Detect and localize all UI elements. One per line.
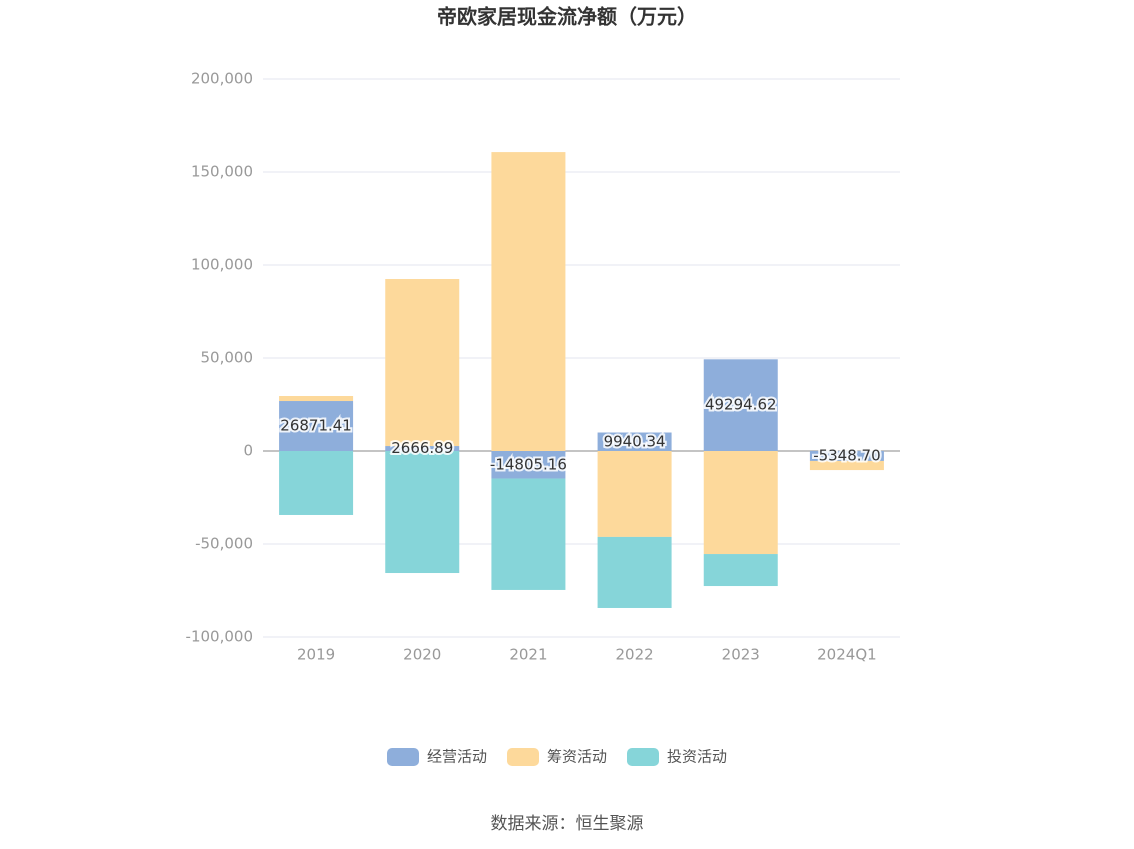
bar-segment [385, 446, 460, 451]
y-tick-label: -50,000 [195, 535, 253, 553]
legend-swatch [387, 748, 419, 766]
bar-segment [279, 401, 354, 451]
data-label: 49294.62 [705, 396, 777, 414]
bar-segment [809, 451, 884, 461]
legend-label: 经营活动 [427, 748, 487, 766]
legend-label: 筹资活动 [547, 748, 607, 766]
x-tick-label: 2020 [403, 646, 441, 664]
bar-segment [597, 432, 672, 451]
x-tick-label: 2021 [509, 646, 547, 664]
legend-swatch [627, 748, 659, 766]
y-tick-label: 200,000 [191, 70, 253, 88]
bar-segment [385, 279, 460, 447]
data-label: -14805.16 [490, 455, 567, 473]
data-label: 2666.89 [391, 439, 453, 457]
data-label: -5348.70 [813, 446, 880, 464]
x-tick-label: 2023 [722, 646, 760, 664]
data-label: 9940.34 [604, 432, 666, 450]
bar-segment [703, 451, 778, 555]
x-tick-label: 2022 [615, 646, 653, 664]
bar-segment [279, 395, 354, 402]
bar-segment [597, 536, 672, 608]
bar-segment [491, 152, 566, 451]
x-tick-label: 2019 [297, 646, 335, 664]
y-tick-label: 0 [243, 442, 253, 460]
legend-swatch [507, 748, 539, 766]
x-tick-label: 2024Q1 [817, 646, 877, 664]
y-tick-label: 150,000 [191, 163, 253, 181]
bar-segment [279, 451, 354, 515]
source: 数据来源：恒生聚源 [491, 814, 644, 834]
bar-segment [703, 359, 778, 451]
y-tick-label: 50,000 [201, 349, 254, 367]
legend-label: 投资活动 [667, 748, 727, 766]
chart-title: 帝欧家居现金流净额（万元） [437, 5, 697, 29]
bar-segment [491, 478, 566, 590]
y-tick-label: 100,000 [191, 256, 253, 274]
data-label: 26871.41 [280, 417, 352, 435]
y-tick-label: -100,000 [186, 628, 253, 646]
bar-segment [491, 451, 566, 479]
bar-segment [385, 451, 460, 574]
bar-segment [809, 460, 884, 471]
bar-segment [703, 554, 778, 587]
bar-segment [597, 451, 672, 537]
